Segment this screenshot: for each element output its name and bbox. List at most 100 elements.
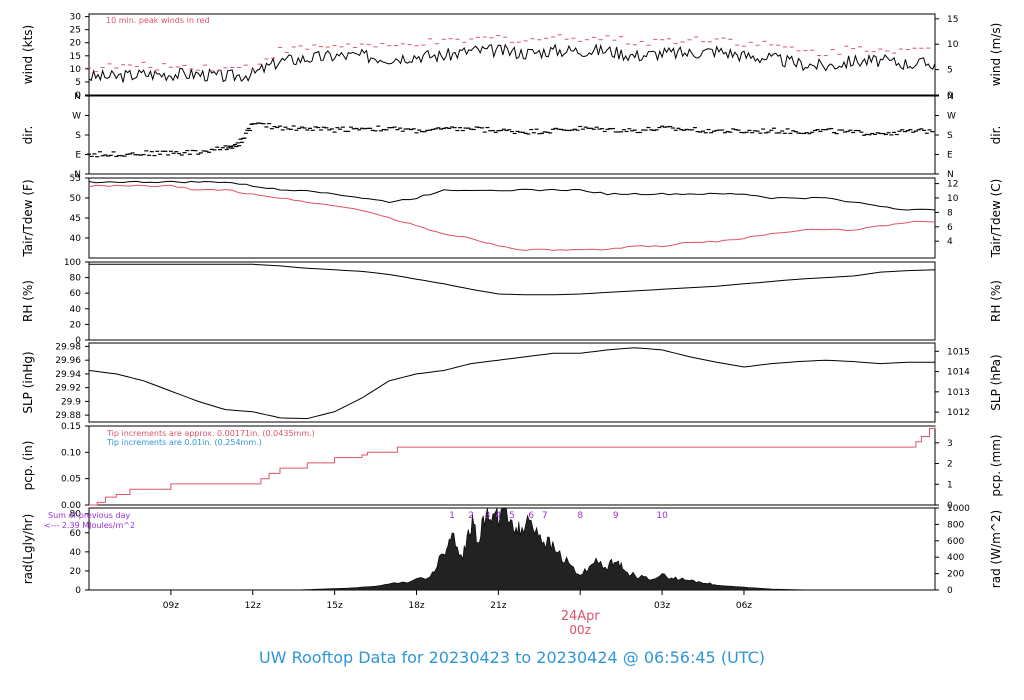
slp-ytick-right-label: 1012 [947,408,970,418]
rad-ytick-right-label: 400 [947,553,964,563]
dir-ytick-label: E [75,151,81,161]
pcp-ylabel-left: pcp. (in) [21,441,35,491]
pcp-ytick-label: 0.00 [61,501,81,511]
dir-panel-frame [88,95,936,175]
x-tick-label: 09z [163,601,179,611]
pcp-ytick-right-label: 3 [947,439,953,449]
slp-ytick-right-label: 1015 [947,347,970,357]
rh-ytick-label: 60 [70,289,82,299]
rh-ylabel-left: RH (%) [21,280,35,322]
x-tick-label: 21z [490,601,506,611]
rh-ytick-label: 80 [70,274,82,284]
wind-ytick-label: 10 [70,65,82,75]
dir-ytick-label: W [72,112,81,122]
temp-series-line [88,184,936,251]
wind-ylabel-right: wind (m/s) [989,23,1003,87]
rad-marker: 6 [528,511,534,521]
temp-series-line [88,180,936,211]
temp-ytick-right-label: 4 [947,237,953,247]
rad-ytick-right-label: 800 [947,520,964,530]
pcp-ytick-right-label: 0 [947,501,953,511]
temp-ytick-right-label: 12 [947,180,958,190]
rad-annotation-sum: Sum of previous day [48,511,130,520]
temp-ytick-right-label: 6 [947,223,953,233]
x-tick-label: 15z [327,601,343,611]
temp-ytick-label: 40 [70,234,82,244]
x-tick-label: 00z [569,623,591,637]
pcp-ytick-label: 0.10 [61,448,81,458]
rad-ytick-label: 60 [70,529,82,539]
rh-series-line [89,263,936,296]
rad-marker: 10 [656,511,668,521]
rad-marker: 5 [509,511,515,521]
rh-ytick-label: 0 [75,336,81,346]
rh-ytick-label: 20 [70,320,82,330]
rad-ytick-label: 20 [70,567,82,577]
wind-ytick-label: 15 [70,52,81,62]
slp-ytick-label: 29.92 [55,384,81,394]
rh-ytick-label: 40 [70,305,82,315]
rad-marker: 9 [613,511,619,521]
rad-ytick-label: 40 [70,548,82,558]
rad-ytick-label: 0 [75,586,81,596]
rad-marker: 7 [542,511,548,521]
dir-ytick-label: S [75,131,81,141]
wind-ytick-label: 30 [70,13,82,23]
wind-series-line [88,43,936,83]
rh-panel-frame [88,261,936,341]
pcp-ytick-right-label: 2 [947,460,953,470]
pcp-annotation: Tip increments are 0.01in. (0.254mm.) [106,438,262,447]
x-tick-label: 12z [245,601,261,611]
dir-ylabel-right: dir. [989,126,1003,145]
rh-ytick-label: 100 [64,258,81,268]
pcp-ytick-label: 0.15 [61,422,81,432]
temp-ytick-label: 55 [70,174,81,184]
pcp-series-line [89,426,936,506]
pcp-ytick-label: 0.05 [61,475,81,485]
rad-area [293,507,806,591]
dir-ytick-right-label: S [947,131,953,141]
dir-ytick-right-label: N [947,92,954,102]
x-tick-label: 06z [736,601,752,611]
rad-marker: 4 [495,511,501,521]
slp-ytick-right-label: 1013 [947,388,970,398]
pcp-annotation: Tip increments are approx. 0.00171in. (0… [106,429,315,438]
slp-ytick-label: 29.94 [55,370,81,380]
rad-marker: 8 [577,511,583,521]
wind-ylabel-left: wind (kts) [21,25,35,84]
temp-ytick-label: 45 [70,214,81,224]
dir-ytick-label: N [74,92,81,102]
pcp-ylabel-right: pcp. (mm) [989,434,1003,496]
rad-marker: 2 [468,511,474,521]
slp-ylabel-left: SLP (inHg) [21,351,35,413]
wind-ytick-right-label: 15 [947,15,958,25]
wind-ytick-label: 20 [70,39,82,49]
rh-ylabel-right: RH (%) [989,280,1003,322]
slp-ytick-label: 29.9 [61,397,81,407]
temp-ylabel-left: Tair/Tdew (F) [21,179,35,257]
wind-annotation: 10 min. peak winds in red [106,16,210,25]
rad-ytick-right-label: 0 [947,586,953,596]
wind-ytick-right-label: 5 [947,66,953,76]
footer-title: UW Rooftop Data for 20230423 to 20230424… [258,648,766,667]
slp-ylabel-right: SLP (hPa) [989,354,1003,410]
rad-ylabel-right: rad (W/m^2) [989,510,1003,588]
slp-series-line [88,347,935,420]
wind-ytick-right-label: 0 [947,91,953,101]
slp-ytick-label: 29.98 [55,342,81,352]
x-tick-label: 18z [408,601,424,611]
slp-ytick-label: 29.88 [55,411,81,421]
pcp-panel-frame [88,425,936,506]
dir-ytick-right-label: N [947,170,954,180]
dir-ytick-right-label: E [947,151,953,161]
wind-ytick-label: 5 [75,78,81,88]
rad-ylabel-left: rad(Lgly/hr) [21,514,35,585]
temp-ytick-right-label: 8 [947,208,953,218]
rad-marker: 3 [485,511,491,521]
x-tick-label: 03z [654,601,670,611]
wind-ytick-label: 25 [70,26,81,36]
temp-ytick-right-label: 10 [947,194,959,204]
slp-ytick-right-label: 1014 [947,368,970,378]
wind-ytick-right-label: 10 [947,40,959,50]
